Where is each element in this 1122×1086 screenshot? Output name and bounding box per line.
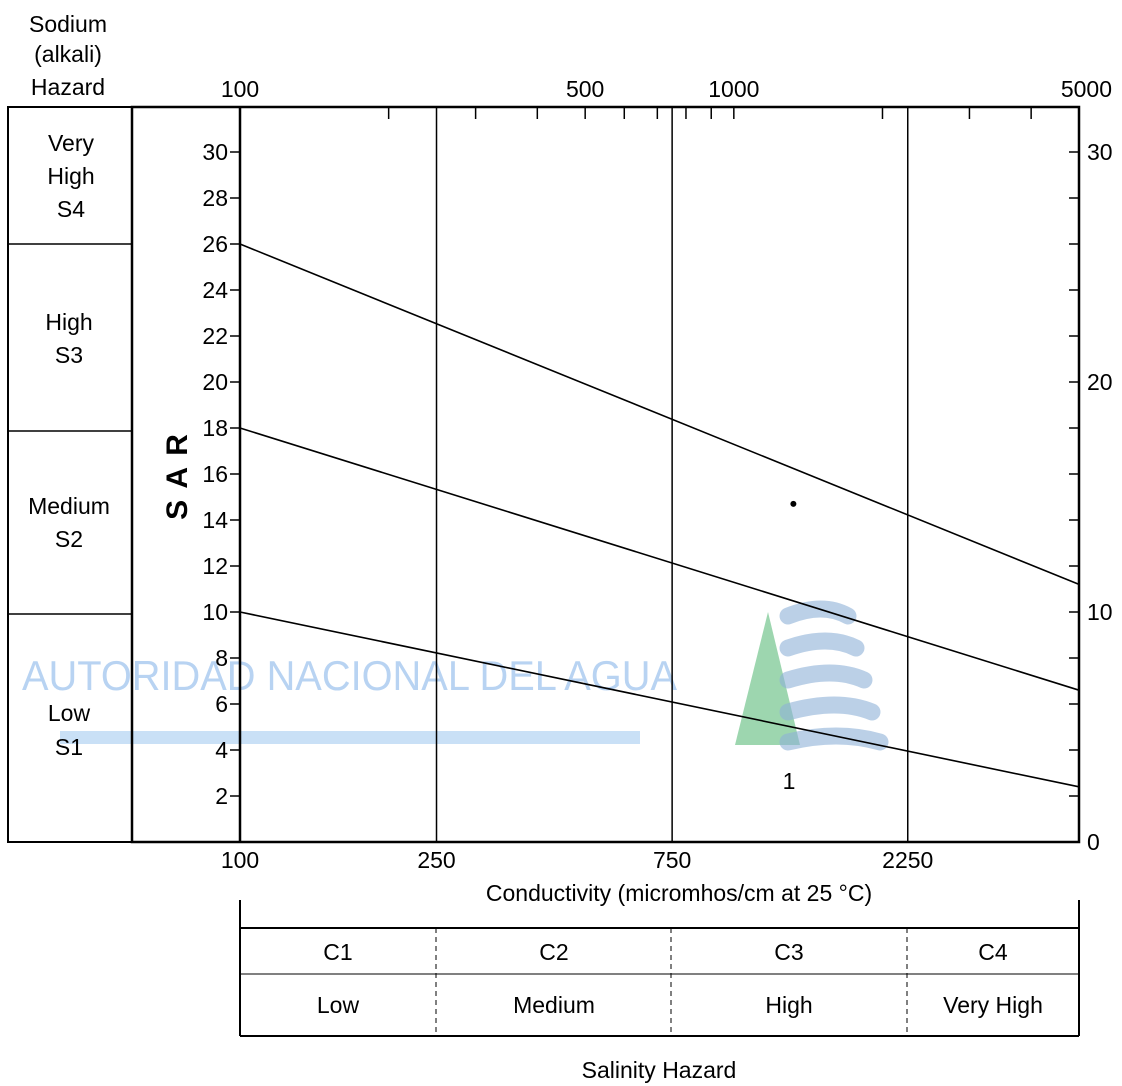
salinity-hazard-title: Salinity Hazard <box>582 1057 737 1083</box>
right-y-tick-label: 30 <box>1087 139 1113 165</box>
right-y-axis: 0 10 20 30 <box>1069 139 1113 855</box>
left-y-tick-label: 24 <box>202 277 228 303</box>
left-y-tick-label: 26 <box>202 231 228 257</box>
bottom-x-tick-label: 250 <box>417 847 455 873</box>
y-axis-title: S A R <box>161 432 194 520</box>
salinity-class-code: C4 <box>978 939 1008 965</box>
salinity-class-label: Very High <box>943 992 1043 1018</box>
sodium-class-label: High <box>47 163 94 189</box>
sodium-class-label: Medium <box>28 493 110 519</box>
left-y-tick-label: 20 <box>202 369 228 395</box>
bottom-x-tick-label: 2250 <box>882 847 933 873</box>
hazard-boundary-line-2 <box>239 427 1080 691</box>
salinity-class-label: Medium <box>513 992 595 1018</box>
sodium-hazard-panel: Sodium (alkali) Hazard Very High S4 High… <box>7 11 133 843</box>
left-y-tick-label: 14 <box>202 507 228 533</box>
left-y-tick-label: 10 <box>202 599 228 625</box>
sodium-class-s1: Low S1 <box>48 700 91 760</box>
left-y-tick-label: 16 <box>202 461 228 487</box>
sodium-header-line-1: Sodium <box>29 11 107 37</box>
top-x-tick-label: 100 <box>221 76 259 102</box>
right-y-tick-label: 0 <box>1087 829 1100 855</box>
sodium-class-label: S2 <box>55 526 83 552</box>
sodium-class-label: S3 <box>55 342 83 368</box>
watermark-logo-waves <box>779 600 889 751</box>
sample-points: 1 <box>783 500 797 794</box>
hazard-boundary-series <box>239 243 1080 788</box>
left-y-tick-label: 8 <box>215 645 228 671</box>
sodium-class-label: S1 <box>55 734 83 760</box>
hazard-boundary-line-1 <box>239 611 1080 788</box>
sodium-header-line-3: Hazard <box>31 74 105 100</box>
left-y-tick-label: 2 <box>215 783 228 809</box>
bottom-x-tick-label: 100 <box>221 847 259 873</box>
sodium-class-label: High <box>45 309 92 335</box>
left-y-tick-label: 18 <box>202 415 228 441</box>
top-x-tick-label: 1000 <box>708 76 759 102</box>
right-y-tick-label: 10 <box>1087 599 1113 625</box>
left-y-tick-label: 4 <box>215 737 228 763</box>
salinity-class-label: High <box>765 992 812 1018</box>
salinity-class-label: Low <box>317 992 360 1018</box>
salinity-class-code: C2 <box>539 939 568 965</box>
sodium-class-label: Low <box>48 700 91 726</box>
bottom-x-tick-label: 750 <box>653 847 691 873</box>
top-x-axis: 100 500 1000 5000 <box>221 76 1112 119</box>
watermark-bar <box>60 731 640 744</box>
salinity-hazard-table: C1 C2 C3 C4 Low Medium High Very High Sa… <box>239 900 1080 1083</box>
sodium-class-s3: High S3 <box>45 309 92 368</box>
right-y-tick-label: 20 <box>1087 369 1113 395</box>
left-y-tick-label: 28 <box>202 185 228 211</box>
sample-point <box>790 500 797 507</box>
sodium-class-label: S4 <box>57 196 85 222</box>
watermark: AUTORIDAD NACIONAL DEL AGUA <box>22 600 889 751</box>
salinity-class-code: C3 <box>774 939 803 965</box>
sodium-class-s4: Very High S4 <box>47 130 94 222</box>
top-x-tick-label: 500 <box>566 76 604 102</box>
sodium-class-s2: Medium S2 <box>28 493 110 552</box>
left-y-tick-label: 30 <box>202 139 228 165</box>
left-y-tick-label: 22 <box>202 323 228 349</box>
sodium-header-line-2: (alkali) <box>34 41 102 67</box>
top-x-tick-label: 5000 <box>1061 76 1112 102</box>
watermark-text: AUTORIDAD NACIONAL DEL AGUA <box>22 652 677 699</box>
sodium-class-label: Very <box>48 130 95 156</box>
left-y-tick-label: 12 <box>202 553 228 579</box>
salinity-class-code: C1 <box>323 939 352 965</box>
class-boundary-lines <box>435 107 909 842</box>
hazard-boundary-line-3 <box>239 243 1080 586</box>
left-y-tick-label: 6 <box>215 691 228 717</box>
x-axis-title: Conductivity (micromhos/cm at 25 °C) <box>486 880 872 906</box>
bottom-x-axis: 100 250 750 2250 <box>221 847 934 873</box>
sample-label: 1 <box>783 768 796 794</box>
